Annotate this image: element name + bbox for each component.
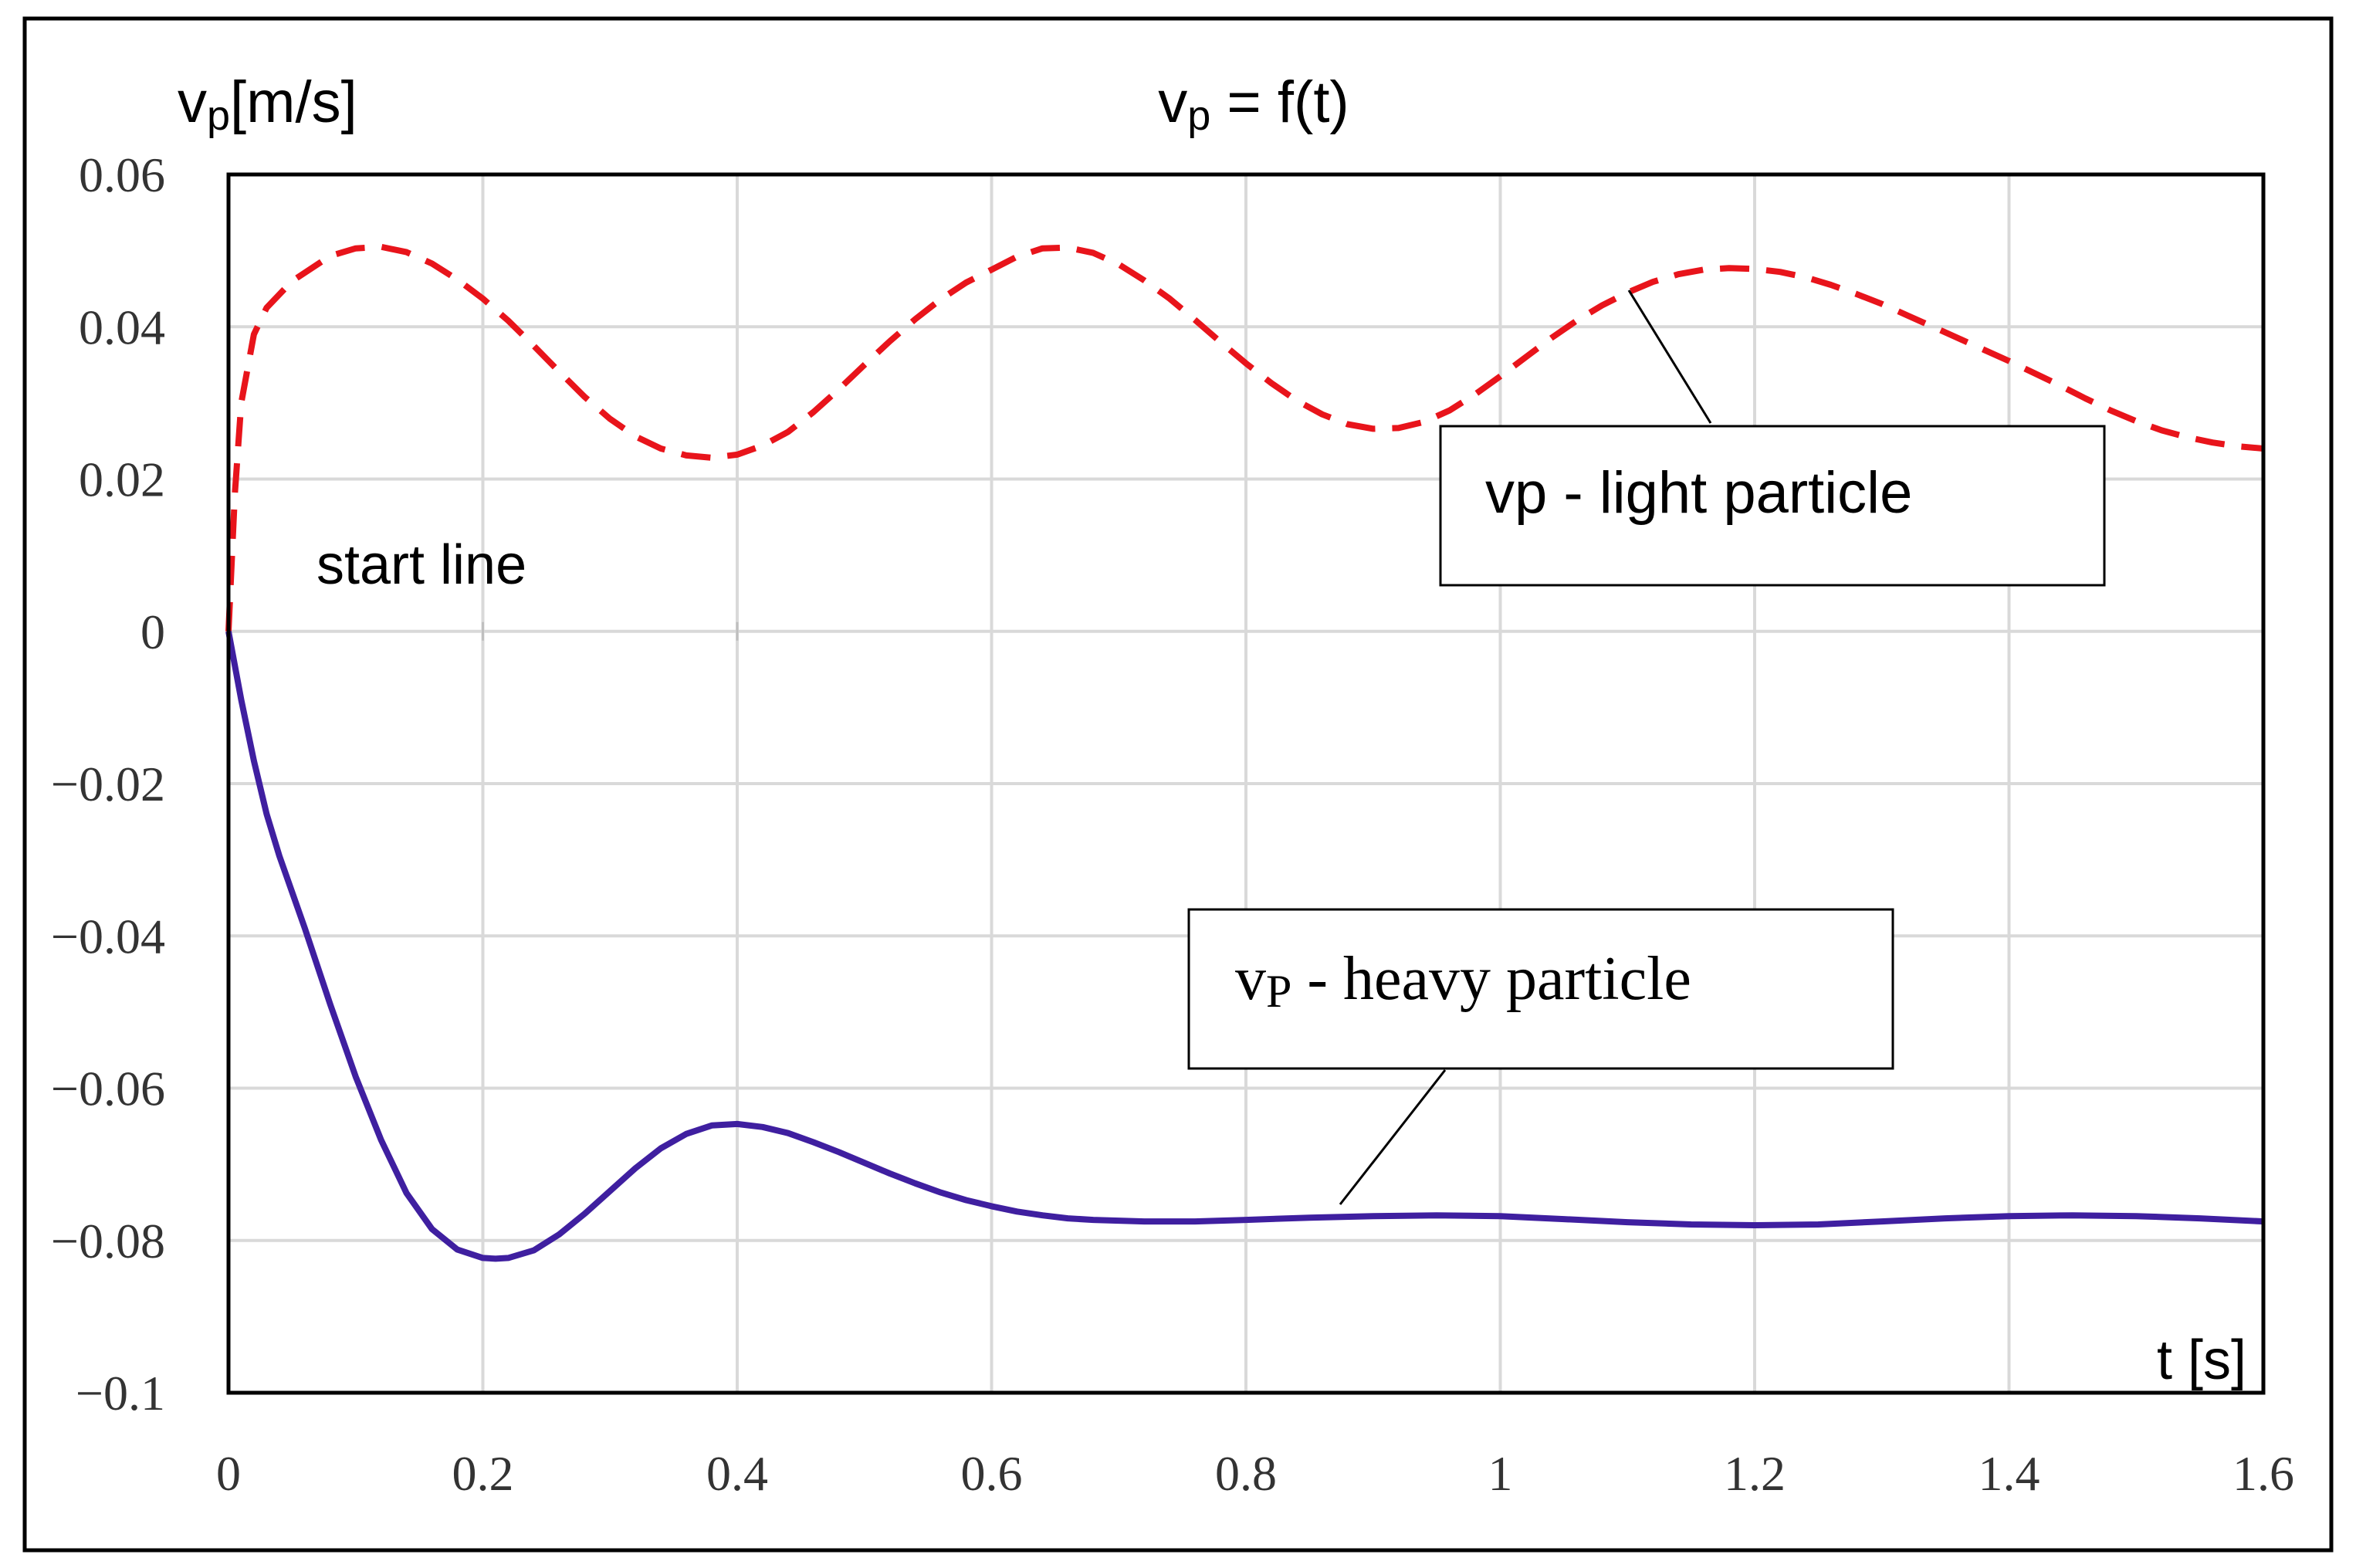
heavy-particle-label-box: vP - heavy particle — [1187, 908, 1894, 1070]
chart-title: vp = f(t) — [1158, 69, 1349, 139]
heavy-particle-label-rest: - heavy particle — [1291, 945, 1691, 1013]
heavy-particle-label-main: v — [1235, 945, 1266, 1013]
plot-area-border — [226, 172, 2266, 1395]
series-line-heavy-particle — [225, 631, 2264, 1262]
x-axis-label: t [s] — [2157, 1329, 2246, 1391]
y-tick-label: −0.04 — [51, 909, 165, 963]
x-axis-ticks: 0 0.2 0.4 0.6 0.8 1 1.2 1.4 1.6 — [216, 1446, 2294, 1501]
light-particle-label: vp - light particle — [1485, 460, 1912, 526]
chart-title-sub: p — [1187, 93, 1210, 139]
x-tick-label: 0.6 — [961, 1446, 1023, 1501]
chart-title-main: v — [1158, 69, 1187, 135]
y-tick-label: 0.04 — [79, 300, 165, 354]
x-tick-label: 0.4 — [706, 1446, 768, 1501]
light-particle-label-frame — [1439, 425, 2106, 587]
start-line-label: start line — [317, 534, 526, 596]
light-particle-leader-line — [1627, 290, 1712, 424]
y-axis-label-sub: p — [207, 93, 230, 139]
y-tick-label: 0.06 — [79, 147, 165, 202]
y-tick-label: 0.02 — [79, 452, 165, 507]
y-axis-label-main: v — [178, 69, 207, 135]
heavy-particle-leader-line — [1339, 1069, 1447, 1205]
y-tick-label: −0.06 — [51, 1062, 165, 1116]
x-tick-label: 1.2 — [1724, 1446, 1786, 1501]
chart-title-rest: = f(t) — [1210, 69, 1349, 135]
y-tick-label: −0.02 — [51, 757, 165, 811]
y-axis-label-rest: [m/s] — [230, 69, 357, 135]
x-tick-label: 0.2 — [452, 1446, 514, 1501]
y-tick-label: −0.08 — [51, 1214, 165, 1268]
series-line-light-particle — [225, 243, 2264, 632]
y-tick-label: 0 — [140, 605, 165, 659]
x-tick-label: 1.6 — [2232, 1446, 2294, 1501]
x-tick-label: 0 — [216, 1446, 241, 1501]
heavy-particle-label: vP - heavy particle — [1235, 945, 1691, 1017]
y-axis-label: vp[m/s] — [178, 69, 357, 139]
series — [225, 243, 2264, 1262]
x-tick-label: 1.4 — [1979, 1446, 2040, 1501]
heavy-particle-label-frame — [1187, 908, 1894, 1070]
x-tick-label: 0.8 — [1215, 1446, 1277, 1501]
light-particle-label-box: vp - light particle — [1439, 425, 2106, 587]
heavy-particle-label-sub: P — [1266, 966, 1291, 1017]
y-axis-ticks: 0.06 0.04 0.02 0 −0.02 −0.04 −0.06 −0.08 −0.1 — [51, 147, 165, 1421]
y-tick-label: −0.1 — [76, 1366, 165, 1421]
x-tick-label: 1 — [1488, 1446, 1513, 1501]
